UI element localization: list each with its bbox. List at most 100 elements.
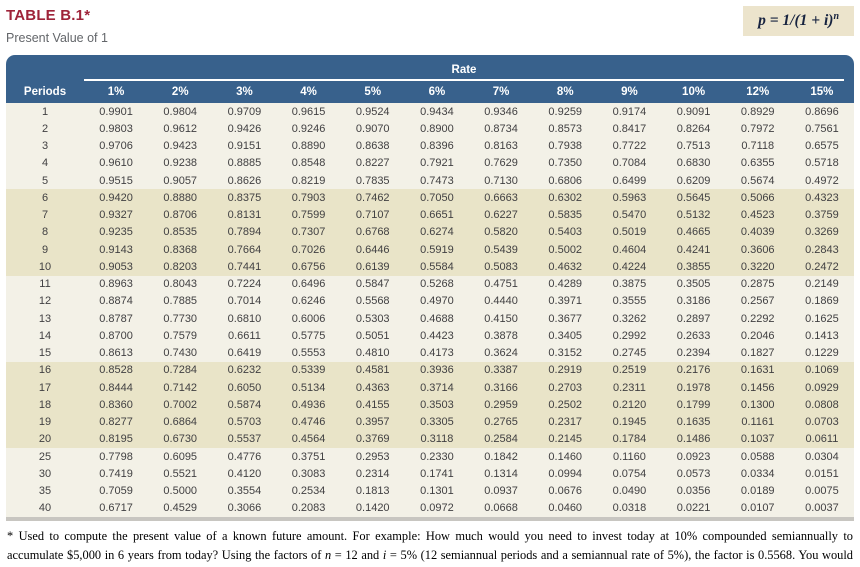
value-cell: 0.7118 (741, 140, 775, 153)
table-row: 20 0.8195 0.6730 0.5537 0.4564 0.3769 0.3118 0.… (6, 430, 854, 448)
value-cell: 0.6730 (163, 433, 198, 446)
value-cell: 0.5051 (355, 329, 390, 342)
value-cell: 0.3505 (676, 278, 711, 291)
column-header-rate: 3% (236, 86, 253, 98)
value-cell: 0.6810 (227, 312, 262, 325)
value-cell: 0.8203 (163, 260, 198, 273)
value-cell: 0.0703 (805, 416, 839, 429)
value-cell: 0.4173 (420, 347, 454, 360)
value-cell: 0.1420 (355, 502, 390, 515)
value-cell: 0.8219 (291, 174, 326, 187)
value-cell: 0.8396 (420, 140, 454, 153)
value-cell: 0.9235 (99, 226, 133, 239)
value-cell: 0.1069 (805, 364, 839, 377)
value-cell: 0.5268 (420, 278, 454, 291)
value-cell: 0.3152 (548, 347, 583, 360)
value-cell: 0.3554 (227, 485, 262, 498)
page: TABLE B.1* Present Value of 1 p = 1/(1 +… (6, 0, 854, 567)
value-cell: 0.8874 (99, 295, 133, 308)
value-cell: 0.2919 (548, 364, 583, 377)
period-cell: 2 (41, 122, 49, 135)
value-cell: 0.1741 (420, 467, 454, 480)
value-cell: 0.1300 (740, 398, 775, 411)
period-cell: 8 (41, 226, 49, 239)
value-cell: 0.5874 (227, 398, 262, 411)
value-cell: 0.1301 (420, 485, 454, 498)
period-cell: 19 (38, 416, 52, 429)
value-cell: 0.8368 (163, 243, 198, 256)
value-cell: 0.6575 (805, 140, 839, 153)
value-cell: 0.6274 (420, 226, 454, 239)
value-cell: 0.7903 (291, 191, 326, 204)
value-cell: 0.7142 (163, 381, 198, 394)
value-cell: 0.0460 (548, 502, 583, 515)
value-cell: 0.7579 (163, 329, 198, 342)
value-cell: 0.6246 (291, 295, 326, 308)
table-row: 10 0.9053 0.8203 0.7441 0.6756 0.6139 0.5584 0.… (6, 258, 854, 276)
value-cell: 0.9612 (163, 122, 198, 135)
value-cell: 0.7513 (676, 140, 711, 153)
value-cell: 0.5835 (548, 209, 583, 222)
value-cell: 0.2584 (484, 433, 518, 446)
value-cell: 0.4936 (291, 398, 326, 411)
value-cell: 0.0929 (805, 381, 839, 394)
value-cell: 0.5820 (484, 226, 518, 239)
value-cell: 0.2472 (805, 260, 839, 273)
value-cell: 0.3769 (355, 433, 390, 446)
value-cell: 0.9423 (163, 140, 198, 153)
value-cell: 0.7130 (484, 174, 518, 187)
value-cell: 0.9804 (163, 105, 198, 118)
value-cell: 0.8528 (99, 364, 133, 377)
value-cell: 0.0490 (612, 485, 647, 498)
table-row: 2 0.9803 0.9612 0.9426 0.9246 0.9070 0.8900 0.8… (6, 120, 854, 138)
value-cell: 0.1869 (805, 295, 839, 308)
period-cell: 3 (41, 140, 49, 153)
value-cell: 0.6496 (291, 278, 326, 291)
value-cell: 0.9709 (227, 105, 262, 118)
period-cell: 16 (38, 364, 52, 377)
value-cell: 0.3220 (740, 260, 775, 273)
column-header-rate: 1% (107, 86, 125, 98)
footnote-var-i: i (382, 547, 387, 562)
table-row: 17 0.8444 0.7142 0.6050 0.5134 0.4363 0.3714 0.… (6, 379, 854, 397)
value-cell: 0.7473 (420, 174, 454, 187)
table-row: 3 0.9706 0.9423 0.9151 0.8890 0.8638 0.8396 0.8… (6, 137, 854, 155)
value-cell: 0.5521 (163, 467, 198, 480)
value-cell: 0.9610 (99, 157, 133, 170)
value-cell: 0.6050 (227, 381, 262, 394)
footnote-var-n: n (324, 547, 332, 562)
table-row: 12 0.8874 0.7885 0.7014 0.6246 0.5568 0.4970 0.… (6, 292, 854, 310)
value-cell: 0.2745 (612, 347, 647, 360)
value-cell: 0.8963 (99, 278, 133, 291)
table-body: 1 0.9901 0.9804 0.9709 0.9615 0.9524 0.9434 0.9… (6, 103, 854, 517)
value-cell: 0.0676 (548, 485, 583, 498)
value-cell: 0.1827 (740, 347, 775, 360)
value-cell: 0.7629 (484, 157, 518, 170)
value-cell: 0.9346 (484, 105, 518, 118)
value-cell: 0.0808 (805, 398, 839, 411)
formula-text: p = 1/(1 + i) (758, 12, 834, 30)
table-header: Rate Periods 1% 2% 3% 4% 5% 6% 7% 8% 9% 10% 12% 15% (6, 55, 854, 103)
value-cell: 0.0611 (805, 433, 839, 446)
value-cell: 0.8787 (99, 312, 133, 325)
table-row: 35 0.7059 0.5000 0.3554 0.2534 0.1813 0.1301 0.… (6, 482, 854, 500)
table-row: 13 0.8787 0.7730 0.6810 0.6006 0.5303 0.4688 0.… (6, 310, 854, 328)
period-cell: 40 (38, 502, 52, 515)
value-cell: 0.8626 (227, 174, 262, 187)
value-cell: 0.9238 (163, 157, 198, 170)
value-cell: 0.3855 (676, 260, 711, 273)
value-cell: 0.0937 (484, 485, 518, 498)
value-cell: 0.1486 (676, 433, 711, 446)
value-cell: 0.5403 (548, 226, 583, 239)
value-cell: 0.1842 (484, 450, 518, 463)
value-cell: 0.6006 (291, 312, 326, 325)
value-cell: 0.1784 (612, 433, 647, 446)
value-cell: 0.9901 (99, 105, 133, 118)
value-cell: 0.3305 (420, 416, 454, 429)
value-cell: 0.9524 (355, 105, 390, 118)
value-cell: 0.1631 (740, 364, 775, 377)
value-cell: 0.3083 (291, 467, 326, 480)
value-cell: 0.4776 (227, 450, 262, 463)
value-cell: 0.9143 (99, 243, 133, 256)
value-cell: 0.7722 (612, 140, 647, 153)
